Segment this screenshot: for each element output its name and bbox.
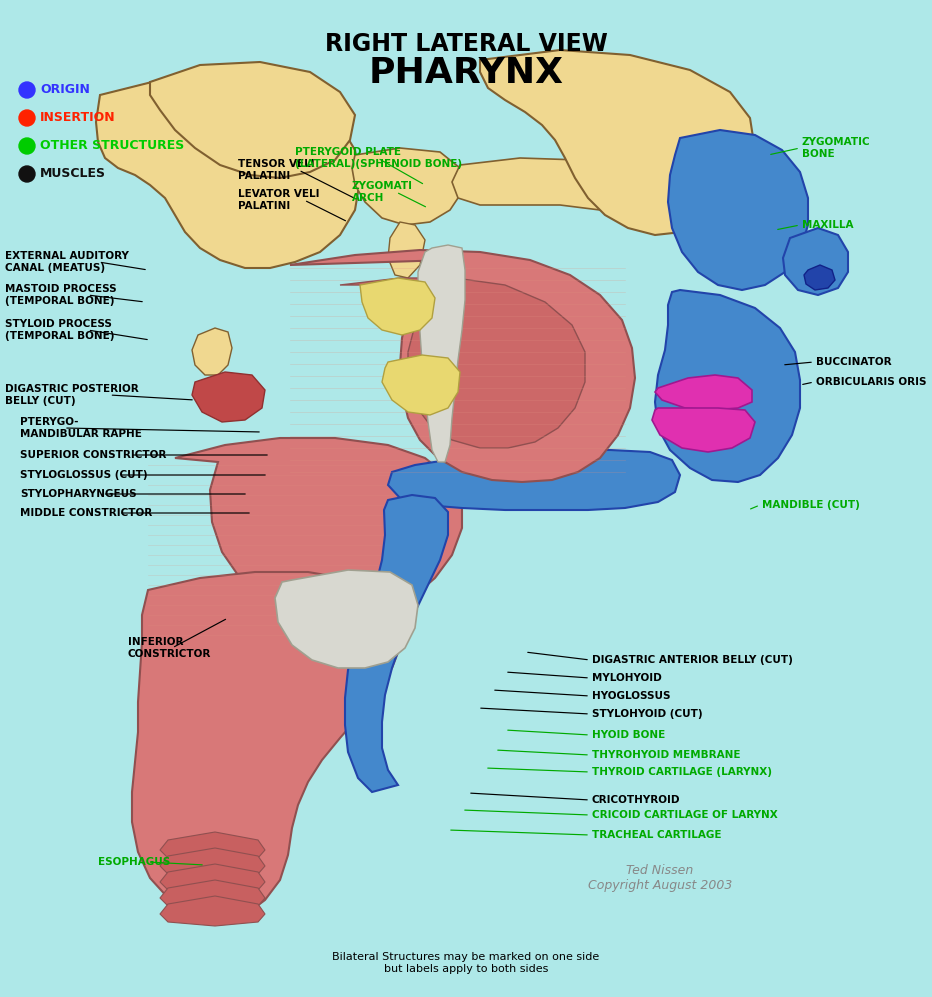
Text: SUPERIOR CONSTRICTOR: SUPERIOR CONSTRICTOR bbox=[20, 450, 167, 460]
Text: INSERTION: INSERTION bbox=[40, 112, 116, 125]
Polygon shape bbox=[382, 355, 460, 415]
Text: STYLOPHARYNGEUS: STYLOPHARYNGEUS bbox=[20, 489, 137, 499]
Polygon shape bbox=[804, 265, 835, 290]
Text: STYLOGLOSSUS (CUT): STYLOGLOSSUS (CUT) bbox=[20, 470, 147, 480]
Text: EXTERNAL AUDITORY
CANAL (MEATUS): EXTERNAL AUDITORY CANAL (MEATUS) bbox=[5, 251, 129, 273]
Text: ZYGOMATI
ARCH: ZYGOMATI ARCH bbox=[352, 181, 413, 202]
Text: STYLOHYOID (CUT): STYLOHYOID (CUT) bbox=[592, 709, 703, 719]
Polygon shape bbox=[290, 250, 635, 482]
Text: HYOGLOSSUS: HYOGLOSSUS bbox=[592, 691, 670, 701]
Text: LEVATOR VELI
PALATINI: LEVATOR VELI PALATINI bbox=[238, 189, 320, 210]
Text: INFERIOR
CONSTRICTOR: INFERIOR CONSTRICTOR bbox=[128, 637, 212, 659]
Text: PHARYNX: PHARYNX bbox=[368, 56, 564, 90]
Text: RIGHT LATERAL VIEW: RIGHT LATERAL VIEW bbox=[324, 32, 608, 56]
Text: BUCCINATOR: BUCCINATOR bbox=[816, 357, 892, 367]
Text: MUSCLES: MUSCLES bbox=[40, 167, 106, 180]
Polygon shape bbox=[452, 158, 668, 215]
Text: ZYGOMATIC
BONE: ZYGOMATIC BONE bbox=[802, 138, 870, 159]
Circle shape bbox=[19, 110, 35, 126]
Polygon shape bbox=[150, 62, 355, 178]
Text: CRICOID CARTILAGE OF LARYNX: CRICOID CARTILAGE OF LARYNX bbox=[592, 810, 777, 820]
Polygon shape bbox=[655, 375, 752, 410]
Text: MIDDLE CONSTRICTOR: MIDDLE CONSTRICTOR bbox=[20, 508, 152, 518]
Polygon shape bbox=[340, 278, 585, 448]
Circle shape bbox=[19, 138, 35, 154]
Text: STYLOID PROCESS
(TEMPORAL BONE): STYLOID PROCESS (TEMPORAL BONE) bbox=[5, 319, 115, 341]
Text: ORBICULARIS ORIS: ORBICULARIS ORIS bbox=[816, 377, 926, 387]
Polygon shape bbox=[388, 450, 680, 510]
Polygon shape bbox=[345, 495, 448, 792]
Text: MYLOHYOID: MYLOHYOID bbox=[592, 673, 662, 683]
Polygon shape bbox=[783, 228, 848, 295]
Polygon shape bbox=[96, 80, 360, 268]
Polygon shape bbox=[132, 572, 402, 920]
Polygon shape bbox=[160, 848, 265, 878]
Polygon shape bbox=[160, 864, 265, 894]
Text: MASTOID PROCESS
(TEMPORAL BONE): MASTOID PROCESS (TEMPORAL BONE) bbox=[5, 284, 116, 306]
Circle shape bbox=[19, 82, 35, 98]
Text: TENSOR VELI
PALATINI: TENSOR VELI PALATINI bbox=[238, 160, 315, 180]
Text: TRACHEAL CARTILAGE: TRACHEAL CARTILAGE bbox=[592, 830, 721, 840]
Text: PTERYGOID PLATE
(LATERAL)(SPHENOID BONE): PTERYGOID PLATE (LATERAL)(SPHENOID BONE) bbox=[295, 148, 462, 168]
Text: THYROHYOID MEMBRANE: THYROHYOID MEMBRANE bbox=[592, 750, 741, 760]
Polygon shape bbox=[160, 832, 265, 862]
Polygon shape bbox=[652, 408, 755, 452]
Polygon shape bbox=[192, 328, 232, 375]
Polygon shape bbox=[668, 130, 808, 290]
Polygon shape bbox=[352, 148, 462, 225]
Text: CRICOTHYROID: CRICOTHYROID bbox=[592, 795, 680, 805]
Text: ORIGIN: ORIGIN bbox=[40, 84, 89, 97]
Text: PTERYGO-
MANDIBULAR RAPHE: PTERYGO- MANDIBULAR RAPHE bbox=[20, 417, 142, 439]
Polygon shape bbox=[480, 50, 755, 235]
Text: Ted Nissen
Copyright August 2003: Ted Nissen Copyright August 2003 bbox=[588, 864, 733, 892]
Text: Bilateral Structures may be marked on one side
but labels apply to both sides: Bilateral Structures may be marked on on… bbox=[333, 952, 599, 974]
Polygon shape bbox=[360, 278, 435, 335]
Text: HYOID BONE: HYOID BONE bbox=[592, 730, 665, 740]
Text: MANDIBLE (CUT): MANDIBLE (CUT) bbox=[762, 500, 860, 510]
Circle shape bbox=[19, 166, 35, 182]
Polygon shape bbox=[175, 438, 462, 620]
Text: DIGASTRIC POSTERIOR
BELLY (CUT): DIGASTRIC POSTERIOR BELLY (CUT) bbox=[5, 384, 139, 406]
Polygon shape bbox=[275, 570, 418, 668]
Text: MAXILLA: MAXILLA bbox=[802, 220, 854, 230]
Polygon shape bbox=[655, 290, 800, 482]
Text: DIGASTRIC ANTERIOR BELLY (CUT): DIGASTRIC ANTERIOR BELLY (CUT) bbox=[592, 655, 793, 665]
Polygon shape bbox=[388, 222, 425, 278]
Polygon shape bbox=[160, 896, 265, 926]
Polygon shape bbox=[418, 245, 465, 462]
Text: OTHER STRUCTURES: OTHER STRUCTURES bbox=[40, 140, 185, 153]
Text: ESOPHAGUS: ESOPHAGUS bbox=[98, 857, 171, 867]
Text: THYROID CARTILAGE (LARYNX): THYROID CARTILAGE (LARYNX) bbox=[592, 767, 772, 777]
Polygon shape bbox=[192, 372, 265, 422]
Polygon shape bbox=[160, 880, 265, 910]
